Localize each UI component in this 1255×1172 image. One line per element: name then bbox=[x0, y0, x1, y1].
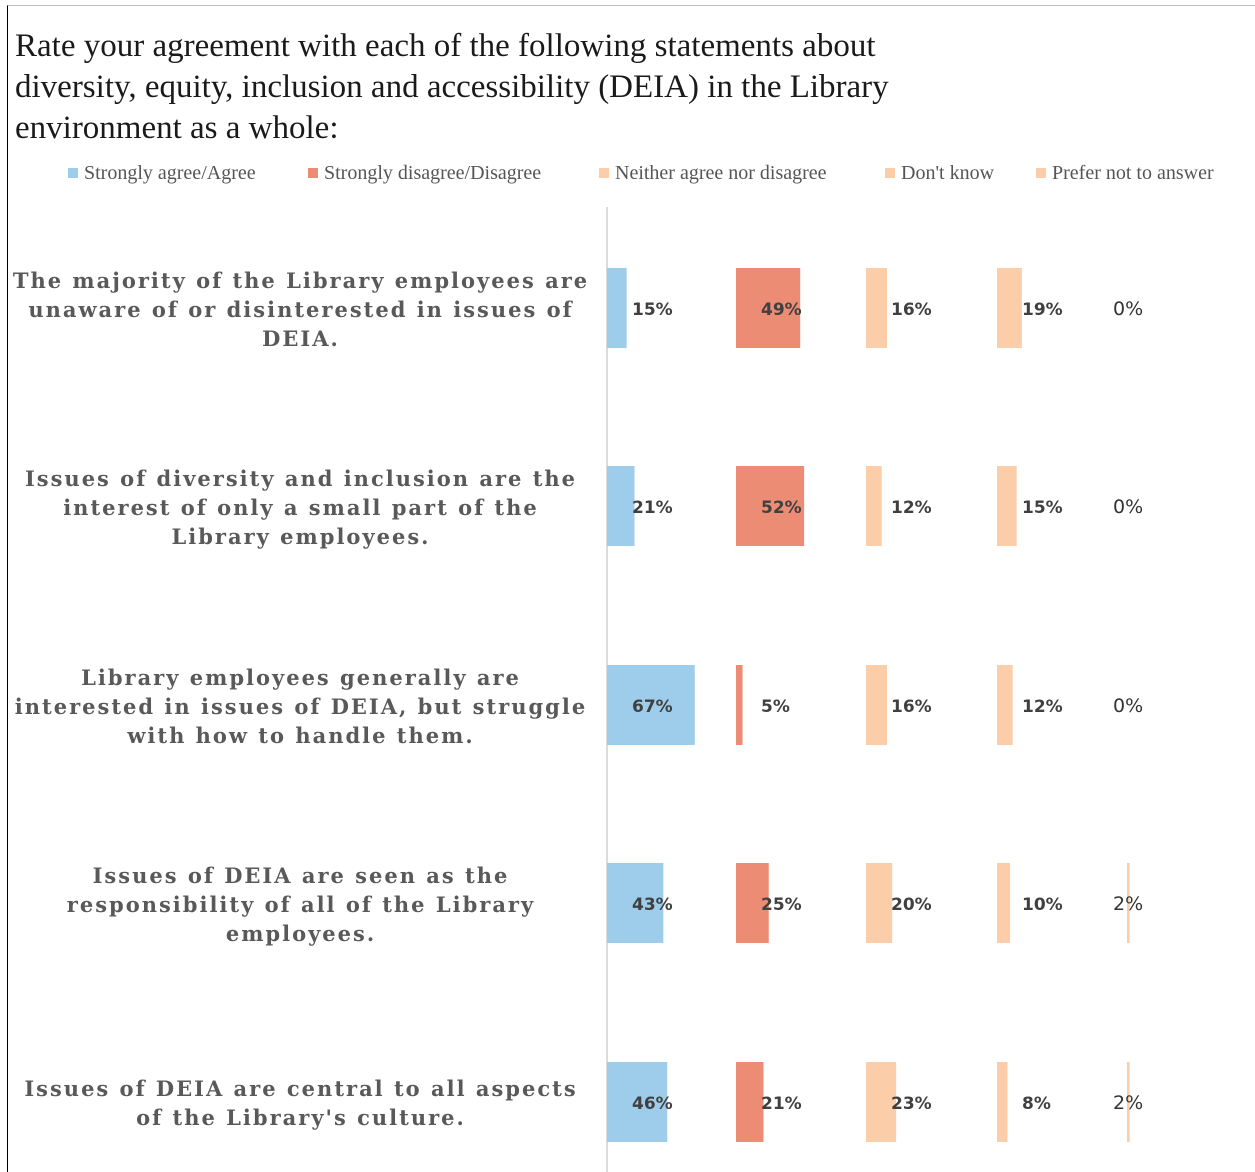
legend-label-prefer-not: Prefer not to answer bbox=[1052, 161, 1214, 184]
data-label-disagree-row-3: 5% bbox=[761, 697, 790, 717]
legend-swatch-dont-know bbox=[885, 168, 895, 178]
data-label-agree-row-5: 46% bbox=[632, 1094, 673, 1114]
bar-agree-row-2 bbox=[607, 466, 635, 546]
data-label-prefer-not-row-3: 0% bbox=[1113, 695, 1143, 717]
data-label-neither-row-5: 23% bbox=[891, 1094, 932, 1114]
category-label-3: Library employees generally are interest… bbox=[14, 664, 588, 748]
data-label-dont-know-row-3: 12% bbox=[1022, 697, 1063, 717]
bar-dont-know-row-1 bbox=[997, 268, 1022, 348]
bar-neither-row-1 bbox=[866, 268, 887, 348]
legend-item-strongly-agree: Strongly agree/Agree bbox=[68, 161, 256, 185]
legend-item-dont-know: Don't know bbox=[885, 161, 994, 185]
data-label-disagree-row-2: 52% bbox=[761, 498, 802, 518]
legend-swatch-strongly-disagree bbox=[308, 168, 318, 178]
data-label-agree-row-4: 43% bbox=[632, 895, 673, 915]
bar-prefer-not-row-5 bbox=[1127, 1062, 1130, 1142]
category-label-4: Issues of DEIA are seen as the responsib… bbox=[66, 862, 536, 946]
bar-disagree-row-1 bbox=[736, 268, 801, 348]
category-label-5: Issues of DEIA are central to all aspect… bbox=[24, 1076, 578, 1130]
chart-marks: 15% 21% 67% 43% 46% 49% 52% 5% 25% 21% 16% 12% 16% 20… bbox=[607, 268, 1143, 1142]
bar-agree-row-1 bbox=[607, 268, 627, 348]
bar-agree-row-4 bbox=[607, 863, 664, 943]
data-label-dont-know-row-1: 19% bbox=[1022, 300, 1063, 320]
bar-neither-row-3 bbox=[866, 665, 887, 745]
data-label-prefer-not-row-5: 2% bbox=[1113, 1092, 1143, 1114]
bar-prefer-not-row-4 bbox=[1127, 863, 1130, 943]
bar-dont-know-row-3 bbox=[997, 665, 1013, 745]
category-label-1: The majority of the Library employees ar… bbox=[12, 267, 590, 351]
bar-dont-know-row-4 bbox=[997, 863, 1011, 943]
legend-item-prefer-not: Prefer not to answer bbox=[1036, 161, 1214, 185]
data-label-dont-know-row-2: 15% bbox=[1022, 498, 1063, 518]
data-label-prefer-not-row-1: 0% bbox=[1113, 298, 1143, 320]
data-label-disagree-row-1: 49% bbox=[761, 300, 802, 320]
bar-agree-row-5 bbox=[607, 1062, 668, 1142]
legend-item-strongly-disagree: Strongly disagree/Disagree bbox=[308, 161, 541, 185]
data-label-neither-row-1: 16% bbox=[891, 300, 932, 320]
legend-label-strongly-agree: Strongly agree/Agree bbox=[84, 161, 256, 184]
legend-label-neither: Neither agree nor disagree bbox=[615, 161, 827, 184]
legend-item-neither: Neither agree nor disagree bbox=[599, 161, 827, 185]
data-label-dont-know-row-5: 8% bbox=[1022, 1094, 1051, 1114]
category-label-2: Issues of diversity and inclusion are th… bbox=[24, 465, 578, 549]
legend-label-dont-know: Don't know bbox=[901, 161, 995, 184]
bar-neither-row-2 bbox=[866, 466, 882, 546]
bar-agree-row-3 bbox=[607, 665, 695, 745]
data-label-agree-row-3: 67% bbox=[632, 697, 673, 717]
data-label-neither-row-2: 12% bbox=[891, 498, 932, 518]
bar-disagree-row-2 bbox=[736, 466, 805, 546]
chart-title: Rate your agreement with each of the fol… bbox=[15, 28, 889, 146]
bar-neither-row-5 bbox=[866, 1062, 897, 1142]
bar-disagree-row-3 bbox=[736, 665, 743, 745]
legend-swatch-neither bbox=[599, 168, 609, 178]
data-label-agree-row-2: 21% bbox=[632, 498, 673, 518]
bar-disagree-row-4 bbox=[736, 863, 769, 943]
bar-neither-row-4 bbox=[866, 863, 893, 943]
data-label-disagree-row-4: 25% bbox=[761, 895, 802, 915]
bar-disagree-row-5 bbox=[736, 1062, 764, 1142]
legend-label-strongly-disagree: Strongly disagree/Disagree bbox=[324, 161, 542, 184]
legend-swatch-strongly-agree bbox=[68, 168, 78, 178]
data-label-prefer-not-row-4: 2% bbox=[1113, 893, 1143, 915]
bar-dont-know-row-2 bbox=[997, 466, 1017, 546]
chart-frame bbox=[7, 5, 1255, 1172]
legend-swatch-prefer-not bbox=[1036, 168, 1046, 178]
data-label-neither-row-3: 16% bbox=[891, 697, 932, 717]
bar-dont-know-row-5 bbox=[997, 1062, 1008, 1142]
data-label-dont-know-row-4: 10% bbox=[1022, 895, 1063, 915]
data-label-agree-row-1: 15% bbox=[632, 300, 673, 320]
data-label-disagree-row-5: 21% bbox=[761, 1094, 802, 1114]
data-label-neither-row-4: 20% bbox=[891, 895, 932, 915]
data-label-prefer-not-row-2: 0% bbox=[1113, 496, 1143, 518]
